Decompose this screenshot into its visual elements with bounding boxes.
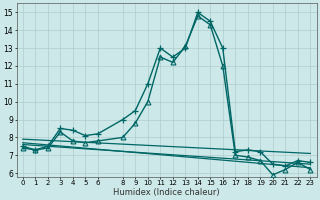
- X-axis label: Humidex (Indice chaleur): Humidex (Indice chaleur): [113, 188, 220, 197]
